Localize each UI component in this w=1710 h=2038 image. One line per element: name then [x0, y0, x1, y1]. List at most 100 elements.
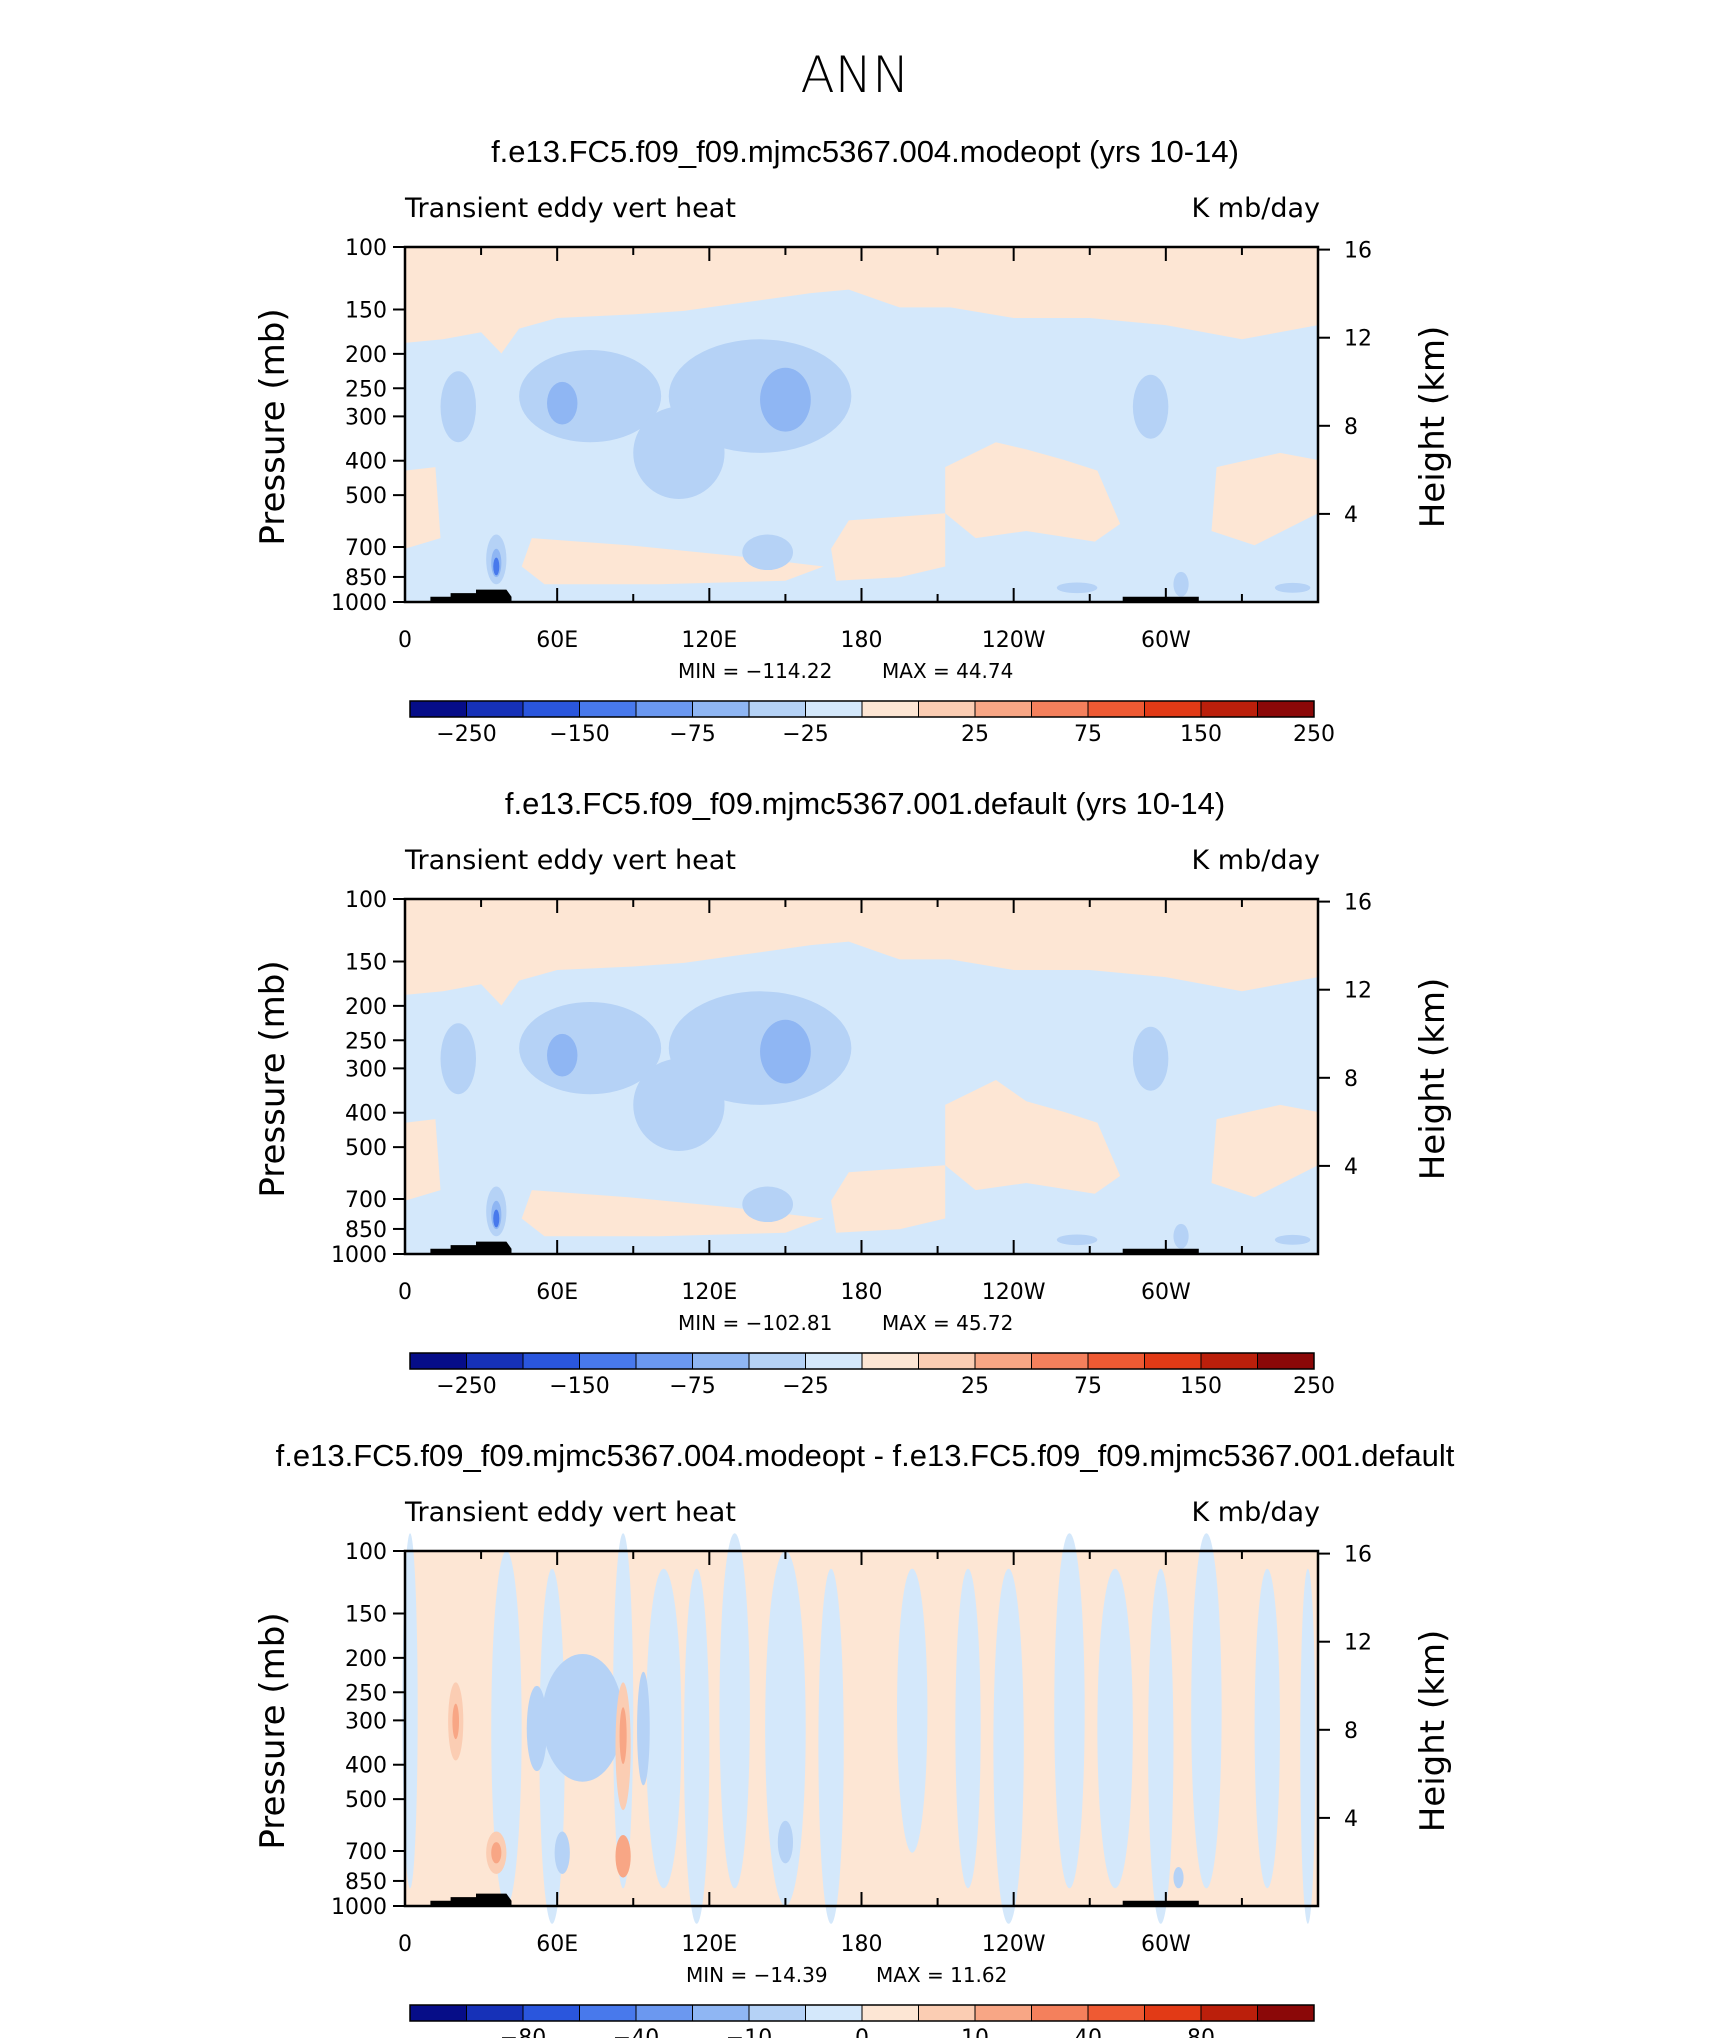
- difference-contour: [541, 1653, 624, 1782]
- pressure-tick-label: 400: [345, 1754, 387, 1779]
- colorbar-box: [1257, 700, 1315, 718]
- colorbar-box: [409, 1352, 467, 1370]
- contour-region: [742, 1186, 794, 1223]
- contour-field: [405, 247, 1318, 602]
- contour-field: [402, 1533, 1318, 1924]
- difference-contour: [818, 1568, 844, 1924]
- colorbar-label: 75: [1074, 722, 1102, 747]
- contour-region: [633, 406, 725, 500]
- longitude-tick-label: 60E: [536, 1932, 578, 1957]
- colorbar-box: [861, 2004, 919, 2022]
- colorbar-box: [1144, 2004, 1202, 2022]
- panel-title: f.e13.FC5.f09_f09.mjmc5367.001.default (…: [505, 786, 1225, 821]
- colorbar-label: 25: [961, 1374, 989, 1399]
- contour-region: [1056, 582, 1098, 594]
- colorbar-box: [579, 1352, 637, 1370]
- variable-label: Transient eddy vert heat: [404, 1497, 736, 1528]
- colorbar-box: [692, 1352, 750, 1370]
- colorbar-box: [918, 2004, 976, 2022]
- contour-region: [519, 1001, 662, 1095]
- colorbar-box: [692, 700, 750, 718]
- colorbar-label: −150: [549, 1374, 609, 1399]
- longitude-tick-label: 0: [398, 1280, 412, 1305]
- colorbar-label: −250: [436, 1374, 496, 1399]
- difference-contour: [637, 1671, 650, 1786]
- colorbar-box: [805, 1352, 863, 1370]
- contour-region: [1056, 1234, 1098, 1246]
- colorbar-box: [974, 1352, 1032, 1370]
- height-tick-label: 4: [1344, 503, 1358, 528]
- colorbar-box: [579, 700, 637, 718]
- pressure-tick-label: 1000: [331, 1895, 387, 1920]
- colorbar-box: [522, 700, 580, 718]
- colorbar-box: [748, 2004, 806, 2022]
- difference-contour: [619, 1707, 627, 1764]
- longitude-tick-label: 0: [398, 628, 412, 653]
- pressure-tick-label: 100: [345, 1540, 387, 1565]
- colorbar-box: [409, 700, 467, 718]
- colorbar-box: [1200, 1352, 1258, 1370]
- height-axis-label: Height (km): [1413, 326, 1453, 529]
- contour-region: [760, 367, 811, 432]
- colorbar-label: −10: [726, 2026, 772, 2038]
- colorbar-label: −150: [549, 722, 609, 747]
- difference-contour: [1054, 1533, 1085, 1889]
- colorbar-box: [861, 1352, 919, 1370]
- colorbar-box: [918, 1352, 976, 1370]
- colorbar-box: [1144, 700, 1202, 718]
- height-tick-label: 8: [1344, 1719, 1358, 1744]
- colorbar-box: [805, 2004, 863, 2022]
- terrain: [1122, 596, 1199, 602]
- contour-region: [1132, 374, 1169, 439]
- units-label: K mb/day: [1192, 1497, 1321, 1528]
- pressure-tick-label: 250: [345, 377, 387, 402]
- panel-1: f.e13.FC5.f09_f09.mjmc5367.004.modeopt (…: [253, 134, 1453, 747]
- colorbar-box: [974, 700, 1032, 718]
- pressure-tick-label: 300: [345, 1057, 387, 1082]
- difference-contour: [1148, 1568, 1174, 1924]
- pressure-axis-label: Pressure (mb): [253, 308, 293, 545]
- contour-region: [1173, 1223, 1189, 1249]
- difference-contour: [1300, 1568, 1316, 1924]
- stratosphere-positive: [405, 899, 1318, 1006]
- pressure-tick-label: 150: [345, 951, 387, 976]
- difference-contour: [955, 1568, 981, 1889]
- contour-region: [521, 1190, 824, 1237]
- colorbar-box: [635, 2004, 693, 2022]
- contour-region: [1211, 1104, 1318, 1198]
- contour-region: [547, 381, 578, 425]
- colorbar-box: [1144, 1352, 1202, 1370]
- height-axis-label: Height (km): [1413, 1630, 1453, 1833]
- colorbar-box: [635, 1352, 693, 1370]
- terrain: [430, 1893, 512, 1906]
- contour-field: [405, 899, 1318, 1254]
- max-label: MAX = 45.72: [882, 1311, 1013, 1335]
- difference-contour: [683, 1568, 710, 1924]
- longitude-tick-label: 180: [841, 628, 883, 653]
- pressure-tick-label: 150: [345, 1603, 387, 1628]
- pressure-tick-label: 200: [345, 1647, 387, 1672]
- contour-region: [405, 467, 441, 549]
- colorbar-label: −250: [436, 722, 496, 747]
- colorbar-box: [579, 2004, 637, 2022]
- colorbar-box: [1031, 700, 1089, 718]
- difference-contour: [777, 1820, 794, 1864]
- colorbar-box: [466, 2004, 524, 2022]
- difference-contour: [645, 1568, 682, 1889]
- contour-region: [831, 513, 946, 581]
- pressure-tick-label: 400: [345, 1102, 387, 1127]
- longitude-tick-label: 60E: [536, 1280, 578, 1305]
- contour-region: [1132, 1026, 1169, 1091]
- pressure-tick-label: 500: [345, 484, 387, 509]
- units-label: K mb/day: [1192, 845, 1321, 876]
- colorbar-label: −25: [782, 722, 828, 747]
- height-tick-label: 12: [1344, 979, 1372, 1004]
- height-tick-label: 8: [1344, 415, 1358, 440]
- min-label: MIN = −14.39: [686, 1963, 828, 1987]
- pressure-tick-label: 850: [345, 1218, 387, 1243]
- difference-contour: [897, 1568, 928, 1853]
- pressure-tick-label: 250: [345, 1681, 387, 1706]
- longitude-tick-label: 60W: [1141, 1932, 1191, 1957]
- difference-contour: [452, 1703, 460, 1740]
- panel-3: f.e13.FC5.f09_f09.mjmc5367.004.modeopt -…: [253, 1438, 1455, 2038]
